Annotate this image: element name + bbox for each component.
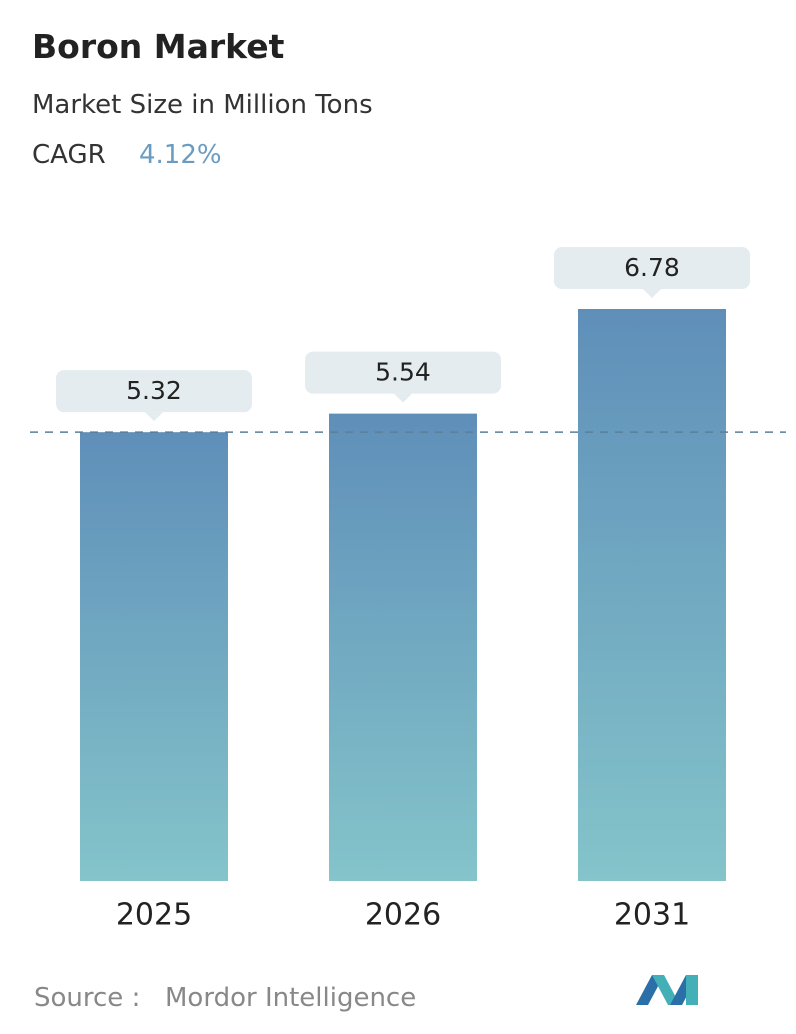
value-label: 5.32 — [126, 376, 182, 405]
value-label: 5.54 — [375, 358, 431, 387]
value-label-box — [554, 247, 750, 289]
logo — [636, 975, 698, 1005]
x-tick-label: 2025 — [116, 898, 192, 933]
source-name: Mordor Intelligence — [165, 983, 416, 1013]
value-label: 6.78 — [624, 253, 680, 282]
value-label-pointer — [145, 412, 163, 422]
value-label-box — [305, 351, 501, 394]
value-label-pointer — [643, 289, 661, 298]
cagr-value: 4.12% — [139, 140, 222, 170]
bar — [578, 309, 726, 881]
bar — [329, 413, 477, 881]
value-label-pointer — [394, 393, 412, 403]
x-tick-label: 2031 — [614, 898, 690, 933]
x-tick-label: 2026 — [365, 898, 441, 933]
source-label: Source : — [34, 983, 140, 1013]
value-label-box — [56, 370, 252, 413]
chart-subtitle: Market Size in Million Tons — [32, 90, 373, 120]
chart-title: Boron Market — [32, 27, 285, 66]
bar — [80, 432, 228, 881]
cagr-label: CAGR — [32, 140, 106, 170]
